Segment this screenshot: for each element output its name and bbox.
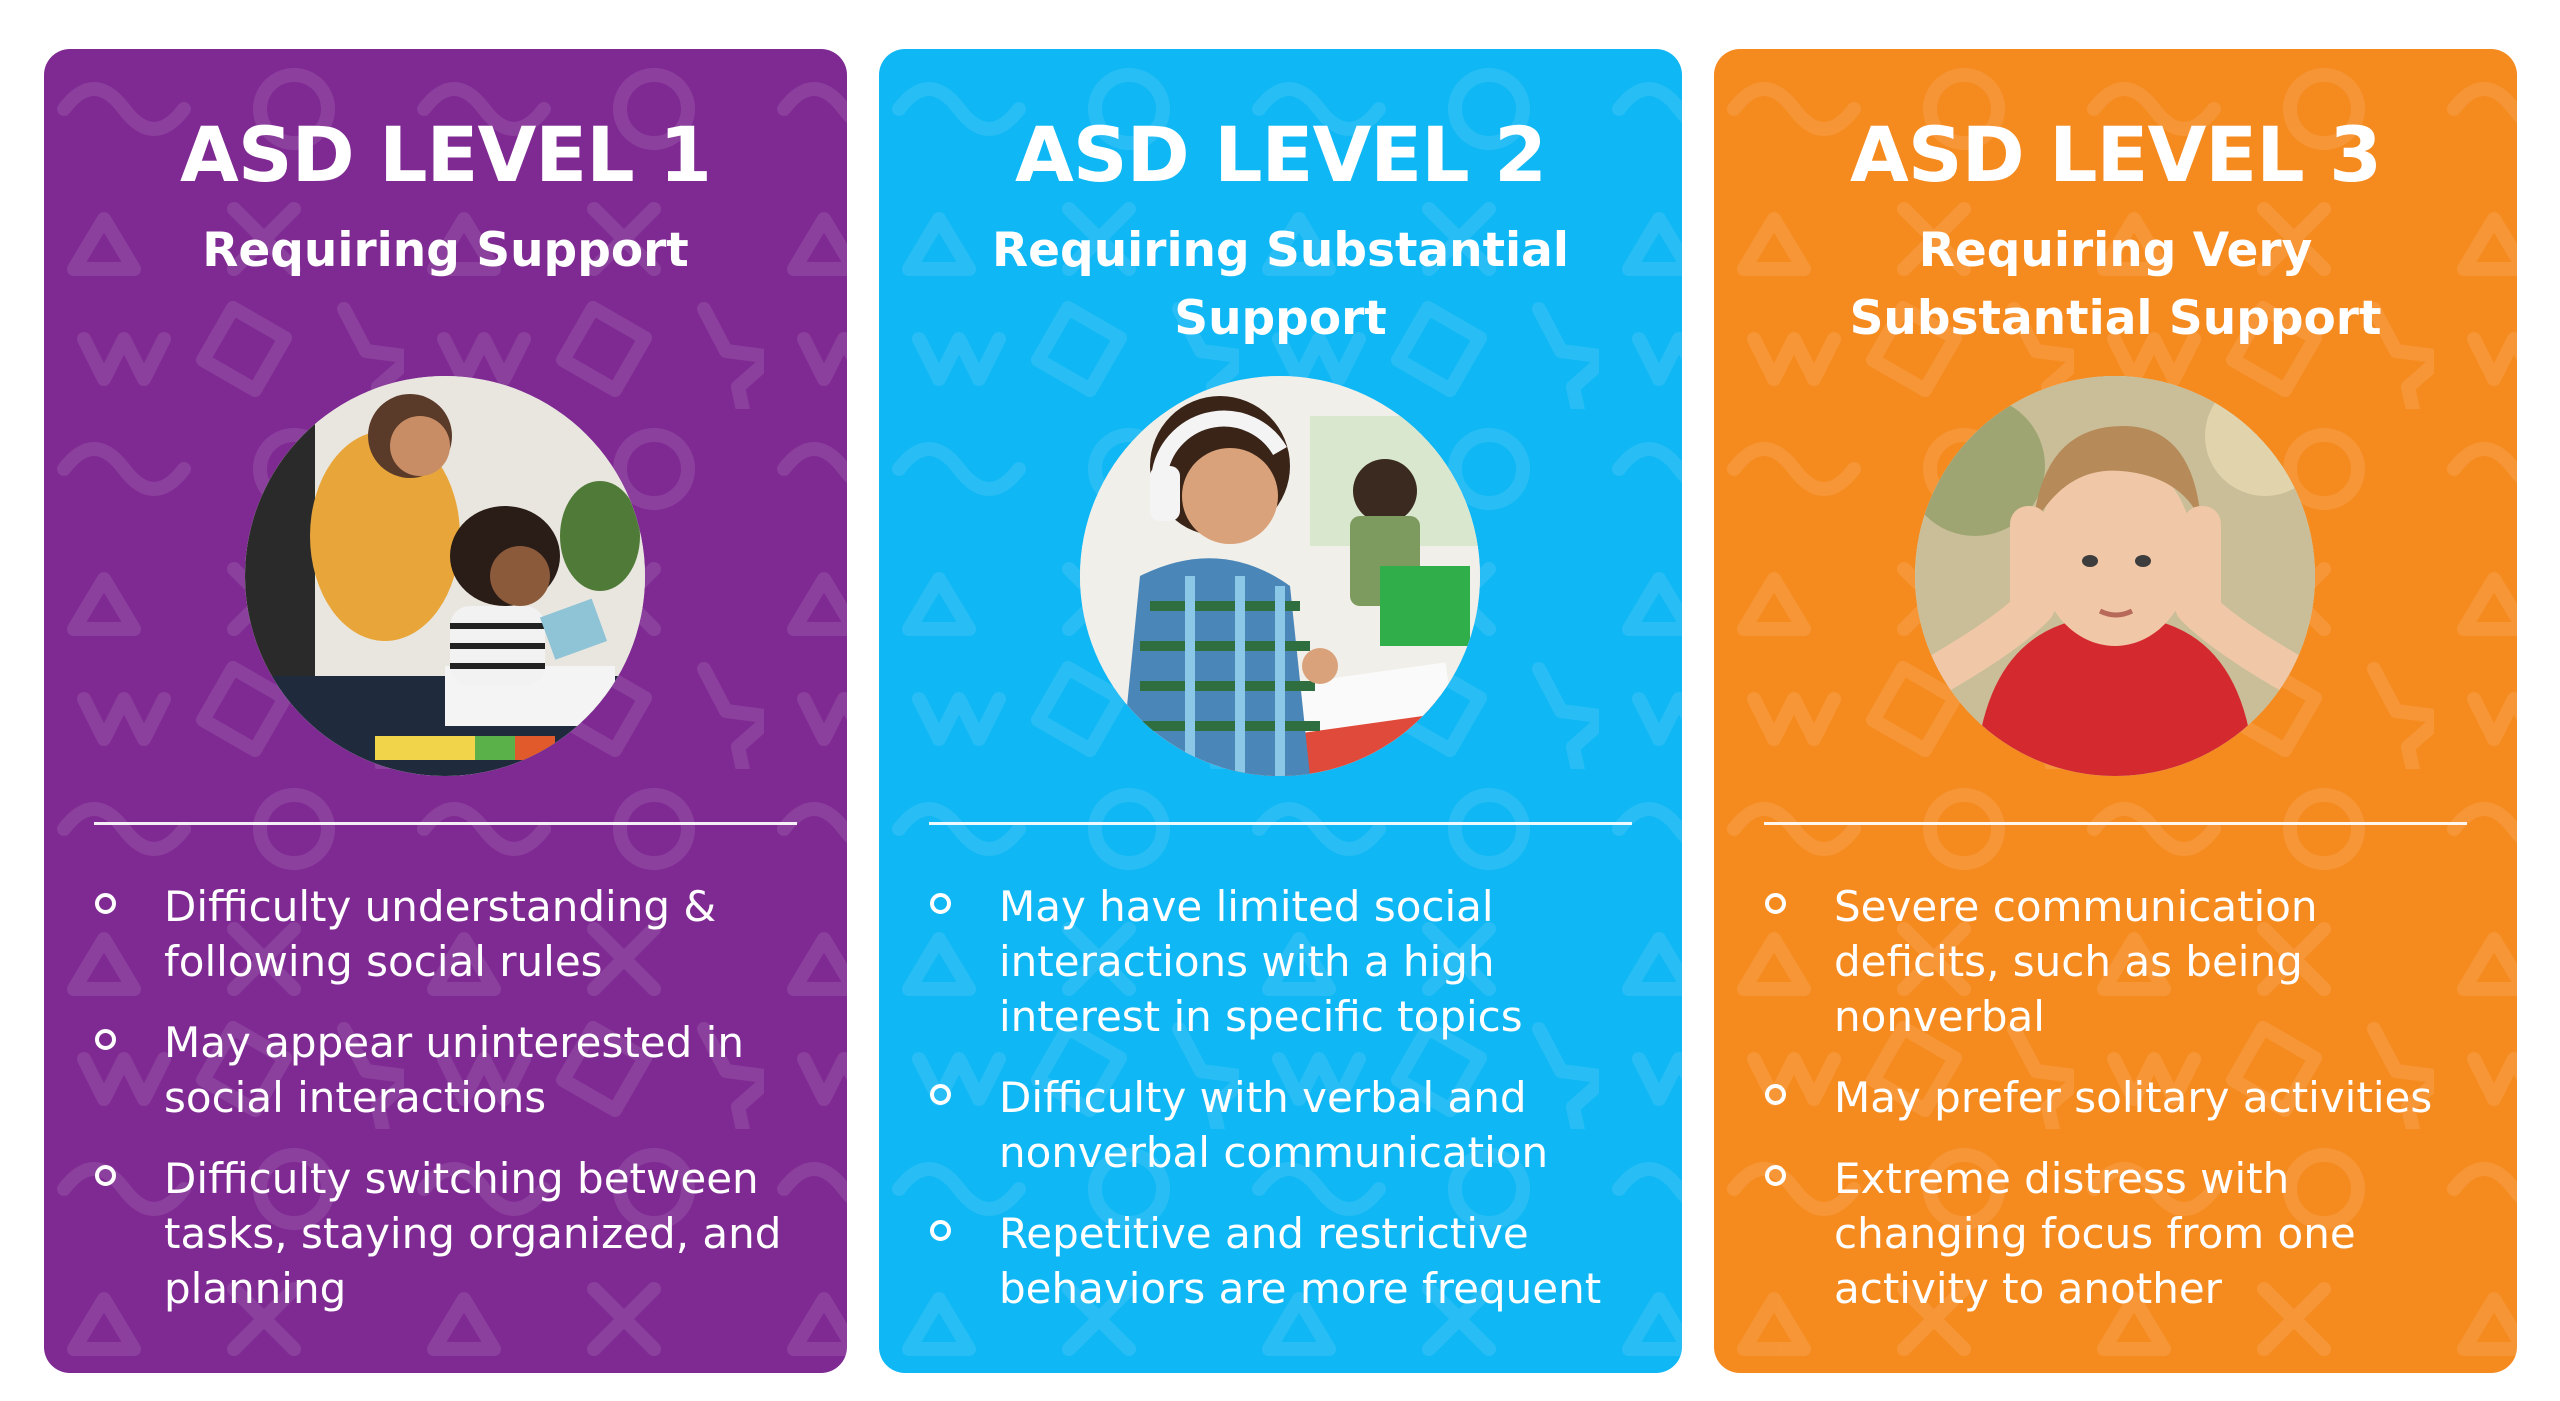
card-title: ASD LEVEL 1 (180, 110, 712, 199)
card-asd-level-2: ASD LEVEL 2 Requiring Substantial Suppor… (879, 49, 1682, 1373)
list-item: Difficulty understanding & following soc… (44, 879, 847, 989)
list-item: May have limited social interactions wit… (879, 879, 1682, 1044)
card-subtitle: Requiring Support (202, 223, 689, 278)
card-subtitle: Requiring Substantial Support (991, 223, 1569, 346)
bullet-circle-icon (930, 1220, 951, 1241)
teacher-helping-child-photo (245, 376, 645, 776)
card-subtitle: Requiring Very Substantial Support (1849, 223, 2382, 346)
bullet-circle-icon (930, 893, 951, 914)
list-item: May appear uninterested in social intera… (44, 1015, 847, 1125)
card-asd-level-3: ASD LEVEL 3 Requiring Very Substantial S… (1714, 49, 2517, 1373)
bullet-circle-icon (95, 1165, 116, 1186)
boy-covering-ears-photo (1915, 376, 2315, 776)
divider (929, 822, 1632, 825)
list-item: Difficulty with verbal and nonverbal com… (879, 1070, 1682, 1180)
bullet-circle-icon (930, 1084, 951, 1105)
bullet-circle-icon (95, 893, 116, 914)
bullet-circle-icon (1765, 893, 1786, 914)
divider (1764, 822, 2467, 825)
list-item: Repetitive and restrictive behaviors are… (879, 1206, 1682, 1316)
card-title: ASD LEVEL 3 (1850, 110, 2382, 199)
list-item: Severe communication deficits, such as b… (1714, 879, 2517, 1044)
card-title: ASD LEVEL 2 (1015, 110, 1547, 199)
bullet-circle-icon (1765, 1165, 1786, 1186)
list-item: May prefer solitary activities (1714, 1070, 2517, 1125)
bullet-list: Difficulty understanding & following soc… (44, 879, 847, 1342)
list-item: Extreme distress with changing focus fro… (1714, 1151, 2517, 1316)
bullet-list: Severe communication deficits, such as b… (1714, 879, 2517, 1342)
bullet-list: May have limited social interactions wit… (879, 879, 1682, 1342)
divider (94, 822, 797, 825)
boy-with-headphones-photo (1080, 376, 1480, 776)
list-item: Difficulty switching between tasks, stay… (44, 1151, 847, 1316)
card-asd-level-1: ASD LEVEL 1 Requiring Support (44, 49, 847, 1373)
bullet-circle-icon (95, 1029, 116, 1050)
bullet-circle-icon (1765, 1084, 1786, 1105)
